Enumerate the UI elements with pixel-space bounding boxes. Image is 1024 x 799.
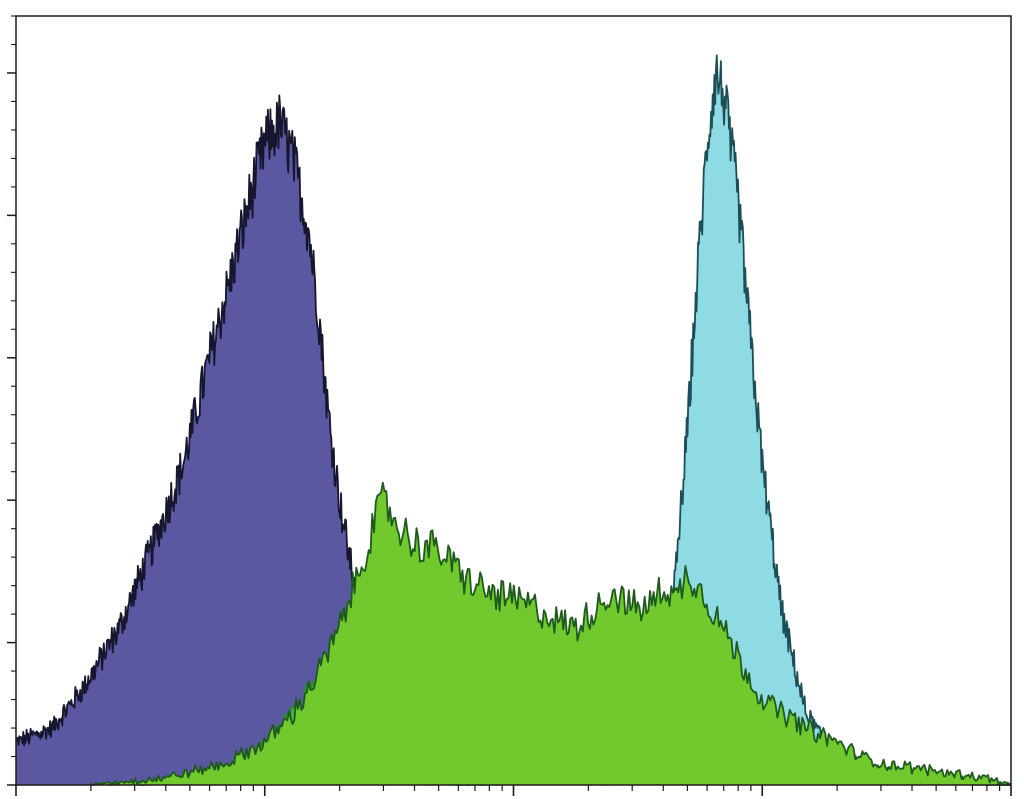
axis-layer <box>7 15 1012 796</box>
series-layer <box>15 54 1012 786</box>
histogram-area-1 <box>16 95 439 785</box>
histogram-series-4 <box>90 481 1012 786</box>
histogram-area-4 <box>90 482 1011 785</box>
histogram-outline-4 <box>90 481 1012 786</box>
